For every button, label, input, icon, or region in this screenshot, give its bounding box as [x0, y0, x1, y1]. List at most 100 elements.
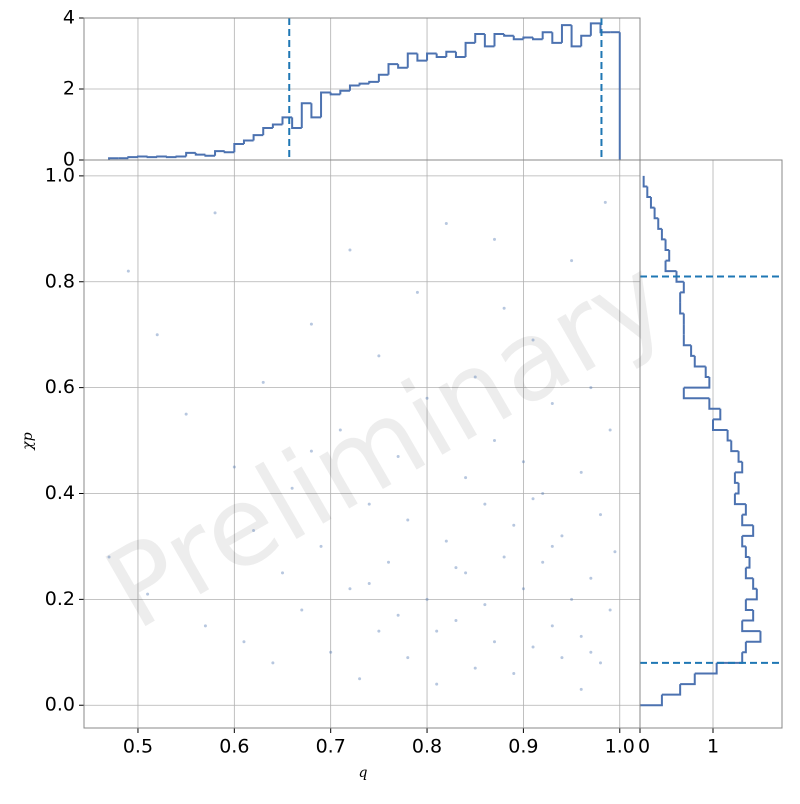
scatter-point — [232, 465, 236, 469]
scatter-point — [271, 661, 275, 665]
y-tick-label: 0.0 — [45, 694, 75, 716]
scatter-point — [598, 513, 602, 517]
scatter-point — [473, 666, 477, 670]
histogram-step — [127, 156, 138, 159]
y-tick-label: 2 — [63, 78, 75, 100]
histogram-step — [233, 143, 244, 153]
histogram-step — [704, 366, 710, 379]
histogram-step — [175, 155, 187, 158]
histogram-step — [483, 33, 495, 48]
histogram-step — [242, 139, 254, 145]
scatter-point — [425, 396, 429, 400]
histogram-step — [716, 652, 744, 664]
y-tick-label: 0.8 — [45, 270, 75, 292]
scatter-point — [444, 539, 448, 543]
scatter-point — [425, 597, 429, 601]
histogram-step — [445, 50, 456, 58]
scatter-point — [550, 624, 554, 628]
histogram-step — [745, 588, 758, 601]
histogram-step — [682, 334, 692, 347]
scatter-point — [406, 656, 410, 660]
histogram-step — [358, 82, 370, 86]
scatter-point — [358, 677, 362, 681]
x-tick-label: 0.6 — [219, 736, 249, 758]
scatter-point — [579, 687, 583, 691]
histogram-step — [108, 157, 119, 160]
histogram-step — [713, 408, 722, 421]
histogram-step — [680, 673, 696, 686]
scatter-point — [550, 402, 554, 406]
scatter-point — [512, 671, 516, 675]
x-tick-label: 1.0 — [605, 736, 635, 758]
histogram-step — [204, 154, 216, 157]
histogram-step — [649, 197, 655, 209]
histogram-step — [690, 345, 695, 357]
scatter-point — [550, 544, 554, 548]
histogram-step — [646, 186, 651, 199]
histogram-step — [348, 84, 360, 91]
histogram-step — [532, 37, 543, 41]
scatter-point — [541, 560, 545, 564]
scatter-point — [454, 619, 458, 623]
scatter-point — [464, 476, 468, 480]
histogram-step — [214, 150, 225, 156]
scatter-point — [598, 661, 602, 665]
histogram-step — [223, 151, 235, 154]
histogram-step — [156, 155, 167, 158]
histogram-step — [744, 599, 754, 611]
histogram-step — [742, 504, 747, 516]
scatter-point — [579, 634, 583, 638]
histogram-step — [474, 32, 485, 43]
histogram-step — [675, 271, 684, 283]
histogram-step — [683, 377, 711, 389]
histogram-step — [503, 33, 514, 37]
scatter-point — [386, 560, 390, 564]
scatter-point — [377, 354, 381, 358]
scatter-point — [377, 629, 381, 633]
histogram-step — [741, 620, 761, 633]
y-tick-label: 1.0 — [45, 164, 75, 186]
histogram-step — [291, 117, 302, 130]
histogram-step — [310, 103, 322, 119]
scatter-point — [560, 656, 564, 660]
histogram-step — [580, 34, 591, 47]
scatter-point — [454, 566, 458, 570]
scatter-point — [512, 523, 516, 527]
histogram-step — [680, 281, 685, 294]
histogram-step — [570, 25, 582, 48]
histogram-step — [733, 472, 739, 484]
scatter-point — [348, 248, 352, 252]
y-tick-label: 0.4 — [45, 482, 75, 504]
y-tick-label: 0.2 — [45, 588, 75, 610]
histogram-step — [271, 123, 283, 129]
scatter-point — [502, 306, 506, 310]
scatter-point — [261, 380, 265, 384]
histogram-step — [522, 36, 534, 40]
y-tick-label: 0.6 — [45, 376, 75, 398]
scatter-point — [348, 587, 352, 591]
scatter-point — [309, 322, 313, 326]
x-tick-label: 0.7 — [316, 736, 346, 758]
histogram-step — [368, 80, 379, 84]
histogram-step — [708, 398, 721, 410]
histogram-step — [742, 525, 755, 537]
scatter-point — [521, 460, 525, 464]
histogram-step — [642, 175, 648, 188]
histogram-step — [664, 260, 677, 273]
scatter-point — [492, 640, 496, 644]
x-axis-label: q — [359, 765, 368, 781]
histogram-step — [694, 662, 718, 675]
scatter-point — [367, 581, 371, 585]
histogram-step — [665, 249, 671, 262]
histogram-step — [136, 155, 148, 158]
histogram-step — [194, 152, 206, 156]
scatter-point — [415, 290, 419, 294]
scatter-point — [589, 650, 593, 654]
axes-frame — [83, 17, 641, 161]
histogram-step — [262, 127, 273, 136]
scatter-point — [184, 412, 188, 416]
scatter-point — [570, 597, 574, 601]
watermark: Preliminary — [85, 233, 687, 654]
histogram-step — [664, 239, 670, 251]
scatter-point — [492, 439, 496, 443]
